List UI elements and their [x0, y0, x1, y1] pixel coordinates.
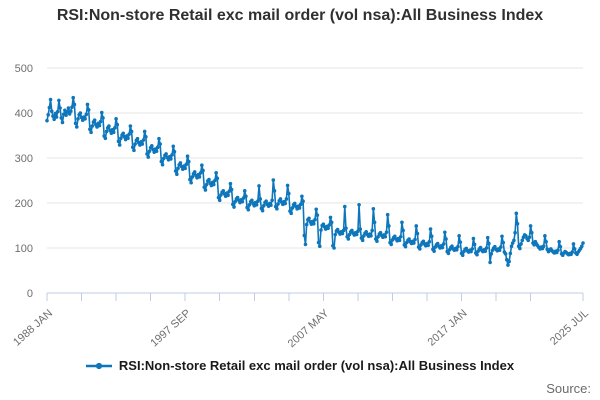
- y-tick-label: 200: [15, 198, 33, 210]
- y-tick-label: 400: [15, 108, 33, 120]
- legend: RSI:Non-store Retail exc mail order (vol…: [0, 358, 600, 373]
- y-axis-labels: 0 100 200 300 400 500: [15, 63, 33, 300]
- x-axis-labels: 1988 JAN 1997 SEP 2007 MAY 2017 JAN 2025 JUL: [11, 307, 591, 350]
- legend-label: RSI:Non-store Retail exc mail order (vol…: [118, 358, 515, 373]
- chart-title-text: RSI:Non-store Retail exc mail order (vol…: [56, 7, 544, 24]
- y-tick-label: 500: [15, 63, 33, 75]
- chart-title: RSI:Non-store Retail exc mail order (vol…: [0, 5, 600, 26]
- x-tick-label: 2025 JUL: [548, 307, 591, 347]
- y-tick-label: 300: [15, 153, 33, 165]
- legend-item[interactable]: RSI:Non-store Retail exc mail order (vol…: [85, 358, 515, 373]
- x-axis: [46, 292, 584, 301]
- y-tick-label: 100: [15, 243, 33, 255]
- x-tick-label: 1997 SEP: [148, 307, 193, 349]
- series-path[interactable]: [46, 96, 584, 266]
- legend-line-marker-icon: [85, 362, 112, 369]
- x-tick-label: 1988 JAN: [11, 307, 55, 348]
- source-label: Source:: [546, 381, 591, 396]
- x-tick-label: 2017 JAN: [426, 307, 470, 348]
- x-tick-label: 2007 MAY: [286, 307, 332, 350]
- data-series[interactable]: [45, 95, 585, 267]
- y-tick-label: 0: [27, 288, 33, 300]
